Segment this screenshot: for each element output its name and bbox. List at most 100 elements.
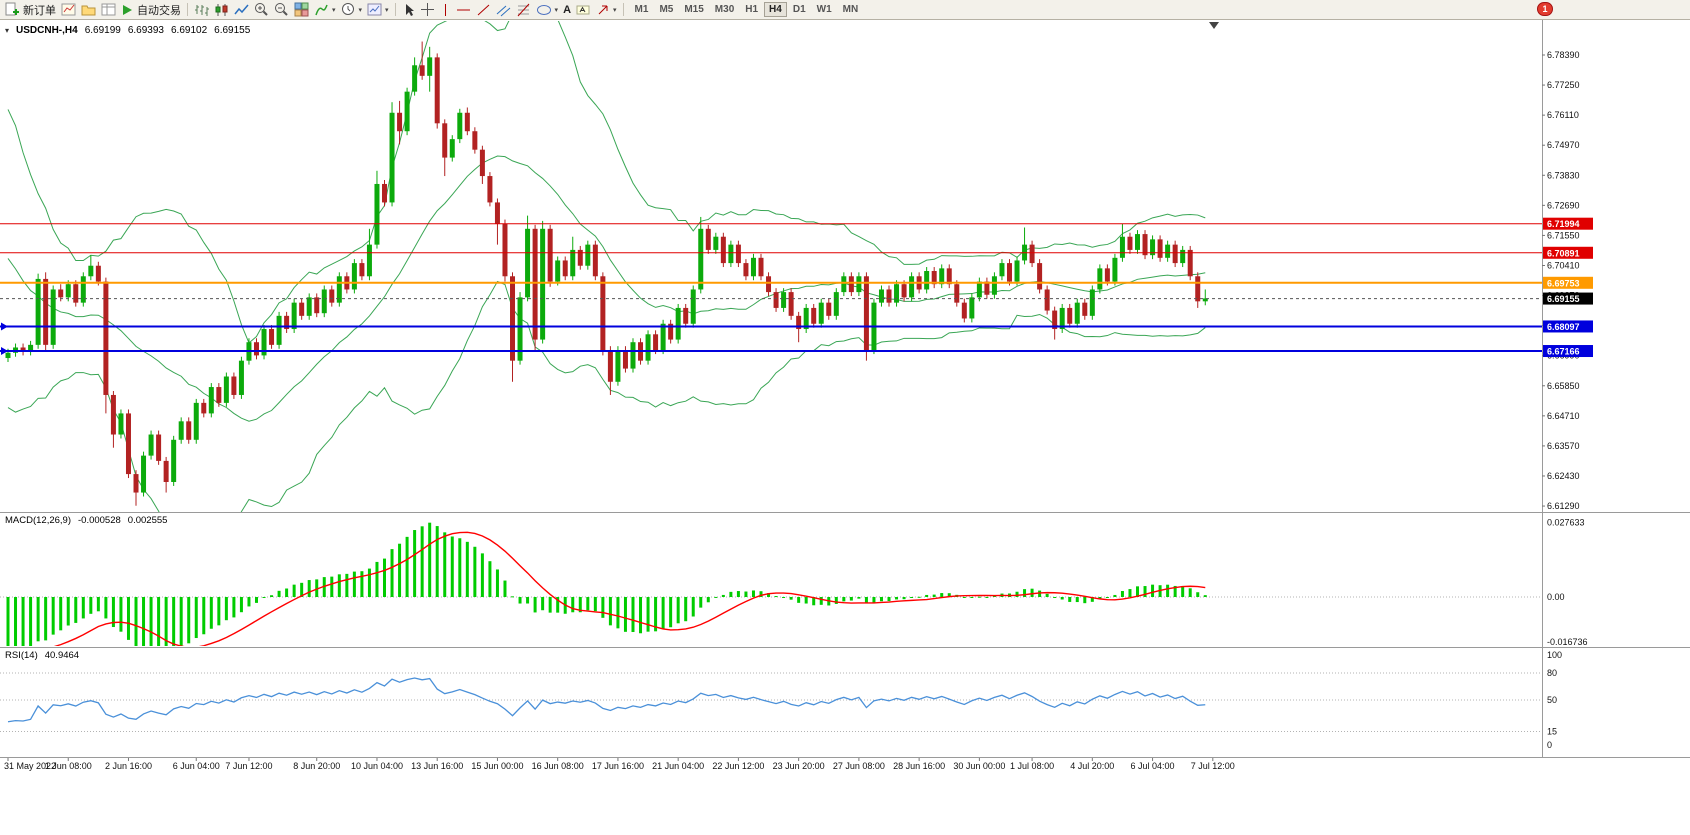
zoom-in-button[interactable]	[252, 1, 271, 19]
svg-text:6.71994: 6.71994	[1547, 219, 1580, 229]
profiles-button[interactable]	[79, 1, 98, 19]
candlestick-chart-button[interactable]	[212, 1, 231, 19]
timeframe-button-w1[interactable]: W1	[816, 4, 832, 15]
chart-shift-marker[interactable]	[1209, 22, 1219, 29]
new-order-icon	[5, 2, 20, 17]
cursor-button[interactable]	[400, 1, 417, 19]
svg-text:10 Jun 04:00: 10 Jun 04:00	[351, 761, 403, 771]
horizontal-line-icon	[456, 3, 471, 17]
timeframe-button-m30[interactable]: M30	[714, 4, 735, 15]
line-chart-icon	[234, 3, 249, 17]
macd-name: MACD(12,26,9)	[5, 515, 71, 526]
rsi-name: RSI(14)	[5, 650, 38, 661]
level-lines[interactable]	[0, 223, 1542, 356]
label-button[interactable]	[574, 1, 593, 19]
templates-button[interactable]: ▾	[365, 1, 391, 19]
trendline-button[interactable]	[474, 1, 493, 19]
svg-text:27 Jun 08:00: 27 Jun 08:00	[833, 761, 885, 771]
new-order-button[interactable]: 新订单	[3, 1, 58, 19]
arrows-button[interactable]: ▾	[594, 1, 619, 19]
timeframe-button-mn[interactable]: MN	[842, 4, 859, 15]
svg-text:15 Jun 00:00: 15 Jun 00:00	[471, 761, 523, 771]
new-order-label: 新订单	[23, 4, 56, 17]
svg-text:6.70410: 6.70410	[1547, 260, 1580, 270]
price-badges: 6.71994 6.70891 6.69753 6.68097 6.67166 6.691…	[1543, 217, 1593, 358]
macd-indicator-label: MACD(12,26,9) -0.000528 0.002555	[5, 515, 167, 526]
label-icon	[576, 3, 591, 17]
ohlc-high: 6.69393	[127, 25, 164, 36]
line-start-marker[interactable]	[1, 347, 8, 356]
vertical-line-icon	[440, 3, 451, 17]
svg-text:6.67166: 6.67166	[1547, 347, 1580, 357]
svg-text:6.77250: 6.77250	[1547, 80, 1580, 90]
fibonacci-button[interactable]	[514, 1, 533, 19]
toolbar-separator	[394, 3, 396, 16]
timeframe-button-m5[interactable]: M5	[659, 4, 674, 15]
chart-title: ▾ USDCNH-,H4 6.69199 6.69393 6.69102 6.6…	[5, 25, 250, 36]
vertical-line-button[interactable]	[438, 1, 453, 19]
line-chart-button[interactable]	[232, 1, 251, 19]
svg-text:6.63570: 6.63570	[1547, 441, 1580, 451]
auto-trading-button[interactable]: 自动交易	[119, 1, 183, 19]
timeframe-button-h4[interactable]: H4	[764, 2, 787, 17]
symbol-period-label: USDCNH-,H4	[16, 25, 78, 36]
svg-text:1 Jul 08:00: 1 Jul 08:00	[1010, 761, 1054, 771]
tile-windows-button[interactable]	[292, 1, 311, 19]
svg-text:22 Jun 12:00: 22 Jun 12:00	[712, 761, 764, 771]
chevron-down-icon: ▾	[358, 6, 363, 14]
timeframe-button-d1[interactable]: D1	[792, 4, 806, 15]
svg-text:6.78390: 6.78390	[1547, 50, 1580, 60]
bar-chart-icon	[194, 3, 209, 17]
timeframe-button-m1[interactable]: M1	[634, 4, 649, 15]
notification-badge[interactable]: 1	[1537, 2, 1553, 16]
templates-icon	[367, 2, 382, 17]
fibonacci-icon	[516, 3, 531, 17]
svg-text:17 Jun 16:00: 17 Jun 16:00	[592, 761, 644, 771]
zoom-out-icon	[274, 2, 289, 17]
channel-button[interactable]	[494, 1, 513, 19]
channel-icon	[496, 3, 511, 17]
timeframe-button-h1[interactable]: H1	[745, 4, 759, 15]
periods-button[interactable]: ▾	[339, 1, 365, 19]
svg-text:6.61290: 6.61290	[1547, 501, 1580, 511]
toolbar-separator	[187, 3, 188, 16]
text-button[interactable]: A	[561, 1, 573, 19]
candles	[5, 41, 1208, 506]
macd-signal-line	[53, 531, 1206, 646]
chevron-down-icon: ▾	[332, 6, 336, 14]
indicators-icon	[314, 3, 329, 17]
auto-trading-label: 自动交易	[137, 4, 181, 17]
shapes-button[interactable]: ▾	[534, 1, 561, 19]
svg-text:6.62430: 6.62430	[1547, 471, 1580, 481]
price-axis[interactable]: 6.78390 6.77250 6.76110 6.74970 6.73830 6.726…	[1542, 50, 1588, 750]
line-start-marker[interactable]	[1, 322, 8, 331]
svg-text:6.69155: 6.69155	[1547, 294, 1580, 304]
svg-text:7 Jul 12:00: 7 Jul 12:00	[1191, 761, 1235, 771]
svg-text:6.74970: 6.74970	[1547, 140, 1580, 150]
text-icon: A	[563, 3, 572, 16]
svg-text:6.70891: 6.70891	[1547, 248, 1580, 258]
svg-text:-0.016736: -0.016736	[1547, 637, 1588, 647]
svg-text:0: 0	[1547, 740, 1552, 750]
timeframe-button-m15[interactable]: M15	[684, 4, 704, 15]
svg-text:15: 15	[1547, 727, 1557, 737]
data-window-button[interactable]	[99, 1, 118, 19]
svg-text:6.68097: 6.68097	[1547, 322, 1580, 332]
bar-chart-button[interactable]	[192, 1, 211, 19]
zoom-out-button[interactable]	[272, 1, 291, 19]
svg-text:6.69753: 6.69753	[1547, 278, 1580, 288]
one-click-trading-toggle[interactable]: ▾	[5, 26, 10, 35]
toolbar-separator	[622, 3, 624, 16]
svg-text:6.65850: 6.65850	[1547, 381, 1580, 391]
svg-text:8 Jun 20:00: 8 Jun 20:00	[293, 761, 340, 771]
horizontal-line-button[interactable]	[454, 1, 473, 19]
indicators-button[interactable]: ▾	[312, 1, 338, 19]
crosshair-button[interactable]	[418, 1, 437, 19]
ohlc-low: 6.69102	[171, 25, 208, 36]
svg-text:30 Jun 00:00: 30 Jun 00:00	[953, 761, 1005, 771]
chart-window-button[interactable]	[59, 1, 78, 19]
chevron-down-icon: ▾	[613, 6, 617, 14]
bollinger-bands	[7, 21, 1206, 512]
